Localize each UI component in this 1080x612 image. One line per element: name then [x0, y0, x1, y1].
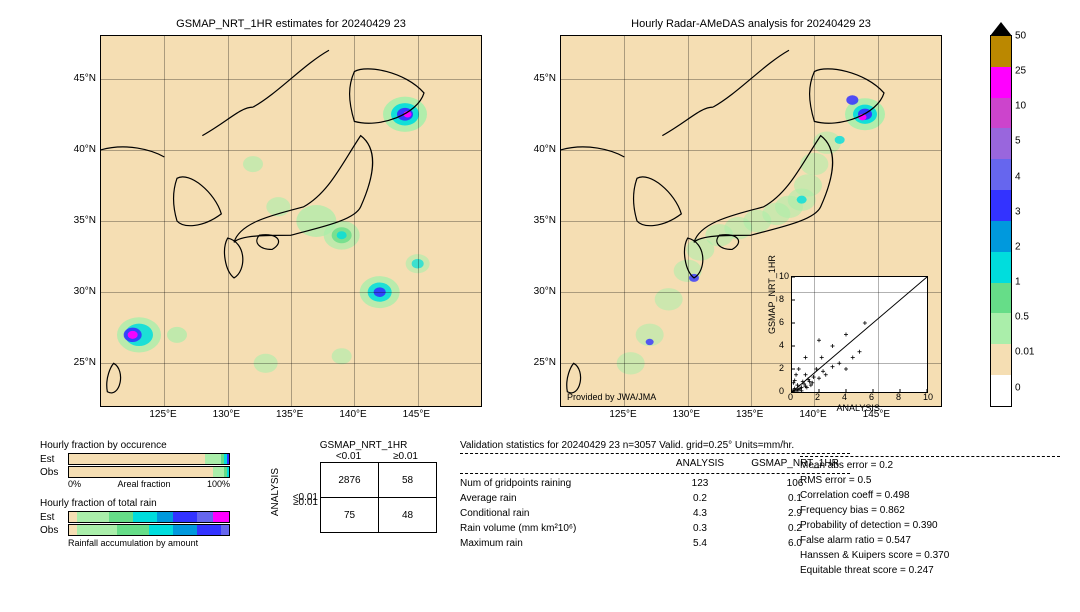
root: GSMAP_NRT_1HR estimates for 20240429 23 …	[0, 0, 1080, 612]
colorbar-tick: 3	[1015, 206, 1021, 217]
scatter-plot	[791, 276, 928, 393]
contingency-table: GSMAP_NRT_1HR ANALYSIS <0.01 ≥0.01 <0.01…	[270, 440, 437, 533]
score-line: Correlation coeff = 0.498	[800, 490, 949, 501]
y-tick-label: 40°N	[74, 144, 96, 155]
y-tick-label: 25°N	[74, 357, 96, 368]
stats-row: Conditional rain4.32.9	[460, 508, 850, 519]
colorbar-tick: 2	[1015, 241, 1021, 252]
y-tick-label: 35°N	[534, 215, 556, 226]
stats-row: Average rain0.20.1	[460, 493, 850, 504]
colorbar-segment	[991, 128, 1011, 159]
score-line: Frequency bias = 0.862	[800, 505, 949, 516]
y-tick-label: 30°N	[534, 286, 556, 297]
y-tick-label: 40°N	[534, 144, 556, 155]
colorbar: 502510543210.50.010	[990, 35, 1012, 407]
colorbar-segment	[991, 252, 1011, 283]
y-tick-label: 45°N	[74, 73, 96, 84]
colorbar-segment	[991, 221, 1011, 252]
bar-row: Obs	[40, 524, 230, 536]
score-line: False alarm ratio = 0.547	[800, 535, 949, 546]
totalrain-bars: Hourly fraction of total rain EstObs Rainf…	[40, 498, 230, 548]
occurrence-bars: Hourly fraction by occurenceEstObs0%Area…	[40, 440, 230, 489]
x-tick-label: 145°E	[403, 409, 430, 420]
cont-col-h2: ≥0.01	[377, 451, 434, 462]
colorbar-segment	[991, 159, 1011, 190]
colorbar-tick: 4	[1015, 171, 1021, 182]
map-radar: Hourly Radar-AMeDAS analysis for 2024042…	[560, 35, 942, 407]
cont-col-h1: <0.01	[320, 451, 377, 462]
x-tick-label: 125°E	[149, 409, 176, 420]
colorbar-segment	[991, 344, 1011, 375]
colorbar-tick: 0.01	[1015, 347, 1034, 358]
contingency-side-label: ANALYSIS	[270, 468, 281, 516]
stats-row: Rain volume (mm km²10⁶)0.30.2	[460, 523, 850, 534]
colorbar-segment	[991, 67, 1011, 98]
x-tick-label: 135°E	[276, 409, 303, 420]
stats-title: Validation statistics for 20240429 23 n=…	[460, 440, 850, 451]
bar-title: Hourly fraction by occurence	[40, 440, 230, 451]
colorbar-segment	[991, 375, 1011, 406]
stats-header: ANALYSIS GSMAP_NRT_1HR	[460, 458, 850, 469]
colorbar-tick: 0.5	[1015, 312, 1029, 323]
bar-caption: Rainfall accumulation by amount	[68, 538, 230, 548]
colorbar-segment	[991, 190, 1011, 221]
colorbar-tick: 1	[1015, 277, 1021, 288]
colorbar-tick: 0	[1015, 382, 1021, 393]
y-tick-label: 30°N	[74, 286, 96, 297]
map-radar-title: Hourly Radar-AMeDAS analysis for 2024042…	[631, 18, 871, 30]
bar-row: Est	[40, 511, 230, 523]
colorbar-segment	[991, 98, 1011, 129]
y-tick-label: 25°N	[534, 357, 556, 368]
y-tick-label: 35°N	[74, 215, 96, 226]
y-tick-label: 45°N	[534, 73, 556, 84]
bar-row: Est	[40, 453, 230, 465]
bar-title: Hourly fraction of total rain	[40, 498, 230, 509]
contingency-top-label: GSMAP_NRT_1HR	[290, 440, 437, 451]
map-radar-caption: Provided by JWA/JMA	[567, 392, 656, 402]
score-line: Probability of detection = 0.390	[800, 520, 949, 531]
map-gsmap: GSMAP_NRT_1HR estimates for 20240429 23	[100, 35, 482, 407]
score-line: Mean abs error = 0.2	[800, 460, 949, 471]
x-tick-label: 135°E	[736, 409, 763, 420]
colorbar-segment	[991, 283, 1011, 314]
stats-table: Validation statistics for 20240429 23 n=…	[460, 440, 850, 553]
colorbar-tick: 5	[1015, 136, 1021, 147]
scatter-ylabel: GSMAP_NRT_1HR	[767, 255, 777, 334]
cont-cells: 287658 7548	[320, 462, 437, 533]
x-tick-label: 145°E	[863, 409, 890, 420]
colorbar-tick: 10	[1015, 101, 1026, 112]
map-gsmap-title: GSMAP_NRT_1HR estimates for 20240429 23	[176, 18, 406, 30]
score-line: Hanssen & Kuipers score = 0.370	[800, 550, 949, 561]
colorbar-arrow-icon	[990, 22, 1012, 36]
x-tick-label: 140°E	[799, 409, 826, 420]
colorbar-tick: 50	[1015, 31, 1026, 42]
stats-row: Maximum rain5.46.0	[460, 538, 850, 549]
x-tick-label: 140°E	[339, 409, 366, 420]
stats-scores: Mean abs error = 0.2 RMS error = 0.5 Corre…	[800, 456, 949, 580]
colorbar-tick: 25	[1015, 66, 1026, 77]
score-line: RMS error = 0.5	[800, 475, 949, 486]
x-tick-label: 130°E	[213, 409, 240, 420]
colorbar-segment	[991, 313, 1011, 344]
x-tick-label: 130°E	[673, 409, 700, 420]
stats-row: Num of gridpoints raining123106	[460, 478, 850, 489]
colorbar-segment	[991, 36, 1011, 67]
x-tick-label: 125°E	[609, 409, 636, 420]
score-line: Equitable threat score = 0.247	[800, 565, 949, 576]
bar-row: Obs	[40, 466, 230, 478]
